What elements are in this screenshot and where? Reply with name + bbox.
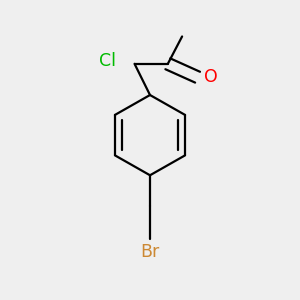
Text: O: O xyxy=(204,68,218,86)
Text: Cl: Cl xyxy=(99,52,116,70)
Text: Br: Br xyxy=(140,243,160,261)
